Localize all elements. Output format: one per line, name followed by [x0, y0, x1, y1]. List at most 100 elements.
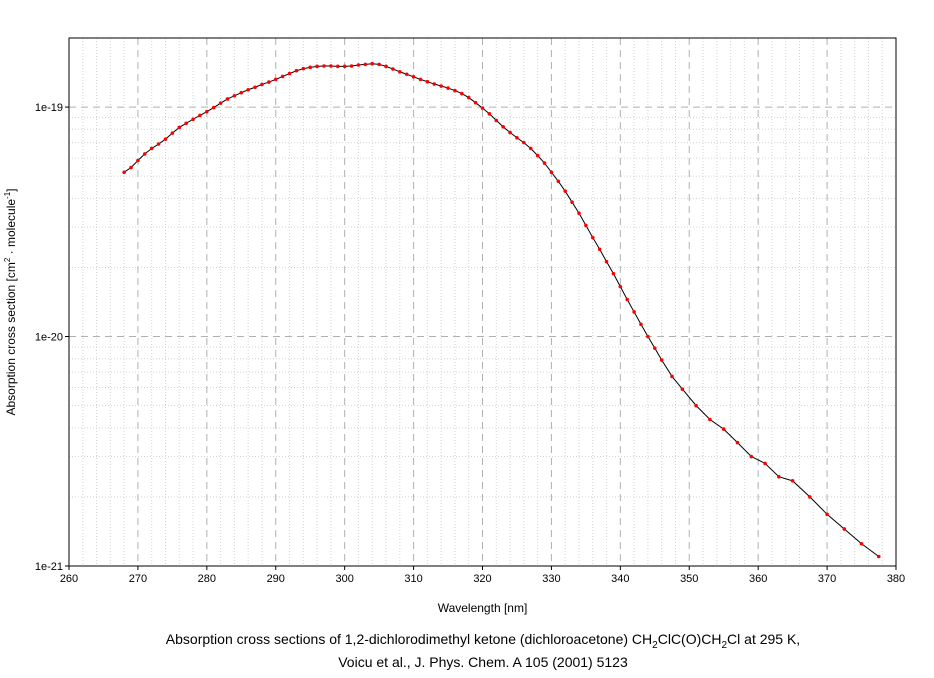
data-point [460, 91, 464, 96]
data-point [790, 479, 795, 483]
data-point [170, 131, 175, 135]
caption-subscript: 2 [721, 640, 727, 651]
series [122, 61, 881, 559]
caption-text: Cl at 295 K, [727, 631, 800, 647]
data-point [439, 84, 443, 88]
ticks: 260 270 280 290 300 310 320 330 340 350 360 370 380 1… [35, 102, 905, 585]
data-point [370, 61, 375, 66]
data-point [356, 63, 361, 67]
chart-caption-line2: Voicu et al., J. Phys. Chem. A 105 (2001… [338, 654, 628, 670]
data-point [639, 322, 643, 327]
data-point [473, 100, 478, 105]
data-point [377, 62, 381, 67]
y-axis-label: Absorption cross section [cm2 · molecule… [3, 188, 18, 415]
data-point [418, 77, 423, 82]
data-point [528, 146, 533, 151]
data-point [777, 474, 781, 479]
data-point [494, 118, 499, 123]
data-point [570, 200, 574, 204]
data-point [404, 72, 409, 77]
data-point [156, 142, 161, 146]
grid [69, 38, 896, 566]
data-point [308, 65, 313, 70]
data-point [246, 87, 250, 92]
data-point [646, 334, 650, 339]
data-point [597, 247, 602, 252]
data-point [556, 179, 561, 184]
data-point [198, 113, 202, 118]
chart-caption-line1: Absorption cross sections of 1,2-dichlor… [166, 631, 800, 651]
data-point [604, 259, 609, 264]
data-point [876, 554, 881, 559]
y-tick-label: 1e-19 [35, 102, 63, 114]
data-point [149, 146, 154, 151]
data-point [842, 527, 847, 531]
data-point [432, 82, 437, 86]
data-point [225, 97, 230, 101]
x-tick-label: 260 [60, 573, 78, 585]
y-axis-label-suffix: ] [4, 188, 18, 191]
data-point [342, 64, 347, 69]
data-point [508, 130, 512, 135]
series-line [123, 63, 880, 557]
data-point [253, 85, 257, 90]
data-point [825, 512, 829, 517]
data-point [735, 440, 740, 445]
data-point [425, 79, 430, 84]
data-point [659, 358, 664, 362]
data-point [218, 101, 223, 105]
data-point [143, 152, 147, 156]
data-point [577, 211, 581, 215]
data-point [184, 121, 188, 126]
data-point [205, 109, 209, 114]
data-point [501, 125, 505, 129]
data-point [315, 64, 319, 69]
x-tick-label: 290 [267, 573, 285, 585]
data-point [859, 541, 864, 546]
x-tick-label: 270 [129, 573, 147, 585]
data-point [398, 69, 402, 74]
data-point [590, 235, 595, 240]
x-tick-label: 340 [611, 573, 629, 585]
data-point [301, 66, 306, 71]
data-point [122, 170, 126, 175]
x-tick-label: 380 [887, 573, 905, 585]
data-point [335, 64, 340, 69]
data-point [163, 137, 168, 141]
data-point [191, 117, 195, 122]
data-point [808, 495, 812, 499]
data-point [287, 71, 292, 76]
data-point [232, 93, 237, 98]
data-point [329, 64, 333, 68]
x-tick-label: 280 [198, 573, 216, 585]
y-tick-label: 1e-20 [35, 332, 63, 344]
y-axis-label-prefix: Absorption cross section [cm [4, 262, 18, 415]
data-point [239, 90, 244, 95]
data-point [584, 223, 588, 228]
data-point [129, 165, 133, 170]
data-point [763, 461, 767, 466]
data-point [487, 111, 492, 116]
x-tick-label: 320 [473, 573, 491, 585]
data-point [391, 67, 395, 71]
data-point [273, 77, 278, 82]
data-point [618, 284, 623, 289]
data-point [322, 64, 326, 68]
x-tick-label: 360 [749, 573, 767, 585]
y-axis-label-sup1: 2 [3, 257, 12, 262]
data-point [749, 454, 754, 459]
data-point [522, 140, 526, 145]
caption-subscript: 2 [652, 640, 658, 651]
caption-text: ClC(O)CH [658, 631, 722, 647]
data-point [480, 106, 485, 110]
data-point [708, 417, 712, 422]
data-point [670, 374, 674, 379]
data-point [721, 427, 726, 431]
data-point [260, 82, 264, 87]
data-point [535, 153, 540, 158]
x-tick-label: 330 [542, 573, 560, 585]
data-point [466, 95, 471, 100]
data-point [611, 271, 616, 276]
data-point [632, 310, 636, 314]
